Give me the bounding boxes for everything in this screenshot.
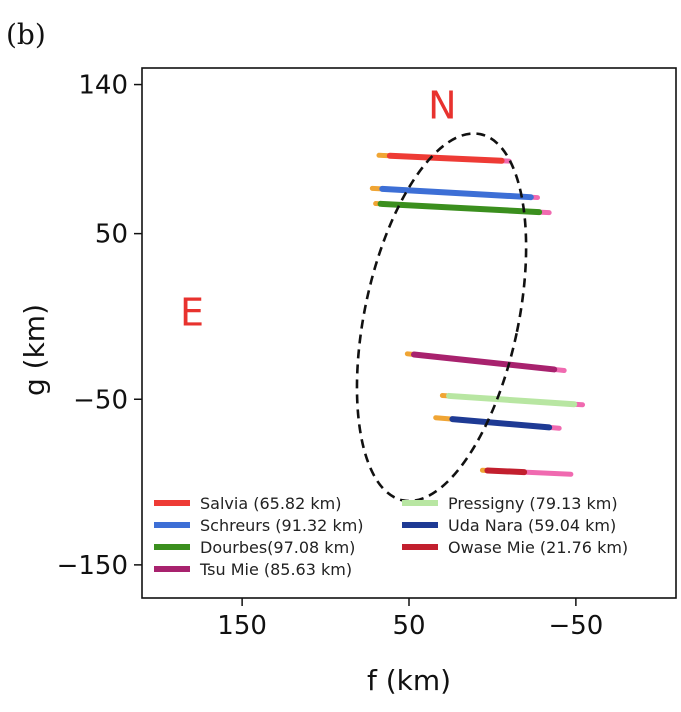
y-tick-label-1: 50 <box>95 220 128 250</box>
chart-marks <box>355 132 586 503</box>
legend-label-3: Tsu Mie (85.63 km) <box>199 560 352 579</box>
axis-ticks: 150 50 −50 140 50 −50 −150 <box>57 71 604 641</box>
y-axis-label: g (km) <box>18 304 51 396</box>
annotation-east: E <box>180 290 204 334</box>
series-6-egress <box>521 469 574 477</box>
series-0-chord <box>386 152 505 164</box>
series-3-chord <box>411 351 558 373</box>
series-6-chord <box>484 467 528 476</box>
series-1-chord <box>379 185 534 201</box>
legend-label-1: Schreurs (91.32 km) <box>200 516 364 535</box>
annotation-north: N <box>428 83 456 127</box>
legend-label-2: Dourbes(97.08 km) <box>200 538 355 557</box>
legend-label-6: Owase Mie (21.76 km) <box>448 538 628 557</box>
legend-label-0: Salvia (65.82 km) <box>200 494 341 513</box>
x-tick-label-0: 150 <box>217 611 267 641</box>
series-2-chord <box>377 200 543 216</box>
panel-label: (b) <box>6 18 46 51</box>
y-tick-label-0: 140 <box>78 71 128 101</box>
ellipse-fit <box>355 132 528 503</box>
x-axis-label: f (km) <box>367 664 451 697</box>
x-tick-label-1: 50 <box>392 611 425 641</box>
legend: Salvia (65.82 km) Schreurs (91.32 km) Dour… <box>154 494 628 579</box>
x-tick-label-2: −50 <box>548 611 603 641</box>
series-4-chord <box>446 392 578 408</box>
y-tick-label-3: −150 <box>57 551 128 581</box>
series-5-chord <box>449 416 553 431</box>
legend-label-4: Pressigny (79.13 km) <box>448 494 618 513</box>
legend-label-5: Uda Nara (59.04 km) <box>448 516 616 535</box>
y-tick-label-2: −50 <box>73 385 128 415</box>
